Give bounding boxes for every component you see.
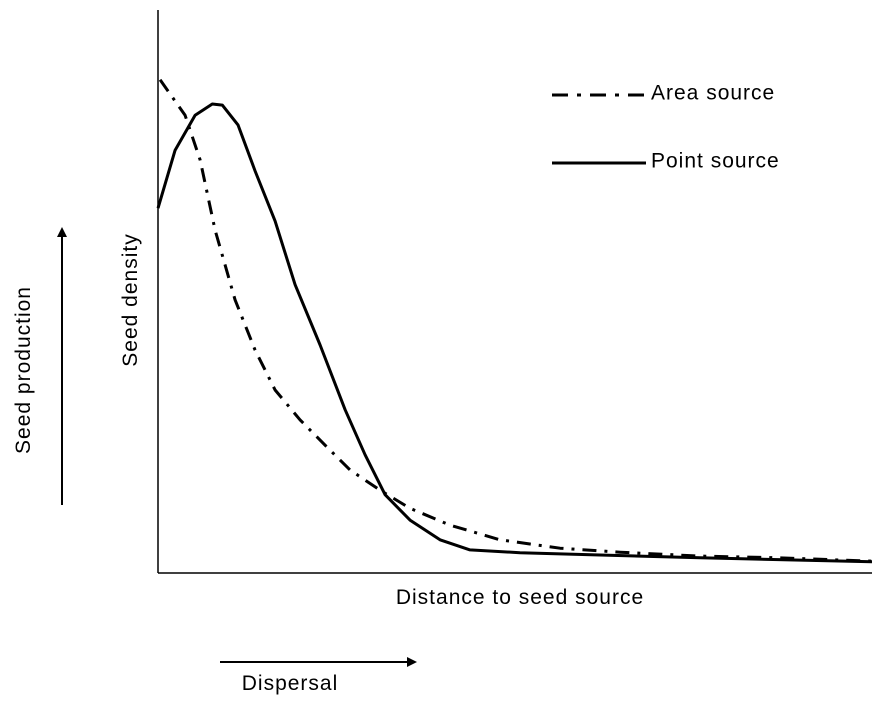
series-line [156, 102, 872, 564]
legend-label: Point source [651, 150, 780, 173]
legend-label: Area source [651, 82, 775, 105]
y-axis-label: Seed density [119, 233, 142, 366]
annotation: Dispersal [242, 672, 339, 695]
series-line [158, 78, 872, 563]
x-axis-label: Distance to seed source [396, 586, 644, 609]
annotation: Seed production [12, 286, 35, 454]
